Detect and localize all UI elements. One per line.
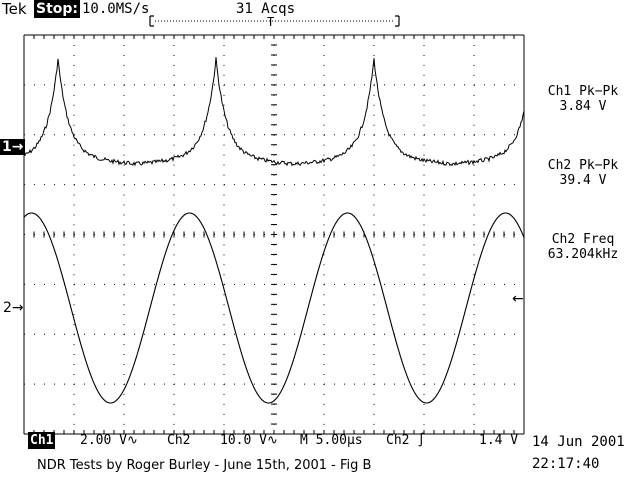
ac-coupling-icon: ∿ <box>266 433 278 448</box>
trigger-level-marker[interactable]: ← <box>512 291 524 307</box>
ch1-scale[interactable]: 2.00 V∿ <box>80 432 138 449</box>
acquisition-count: 31 Acqs <box>236 1 296 17</box>
ch1-tag[interactable]: Ch1 <box>28 432 56 449</box>
time-stamp: 22:17:40 <box>532 456 600 472</box>
brand-label: Tek <box>2 0 27 18</box>
trigger-source-value: Ch2 <box>386 433 410 448</box>
top-status-bar: Tek Stop: 10.0MS/s 31 Acqs <box>0 0 640 20</box>
ch1-marker-label: 1 <box>2 139 12 155</box>
ch2-freq-readout: Ch2 Freq 63.204kHz <box>528 232 638 262</box>
measurement-label: Ch2 Pk−Pk <box>547 158 619 173</box>
ch1-ground-marker[interactable]: 1→ <box>0 139 26 155</box>
measurement-value: 63.204kHz <box>547 247 619 262</box>
ch1-scale-value: 2.00 V <box>80 433 127 448</box>
rising-edge-icon: ∫ <box>417 433 426 448</box>
ch2-tag[interactable]: Ch2 <box>167 433 191 448</box>
ch1-pkpk-readout: Ch1 Pk−Pk 3.84 V <box>528 84 638 114</box>
ch2-scale-value: 10.0 V <box>220 433 267 448</box>
graticule-grid <box>23 34 525 435</box>
right-arrow-icon: → <box>11 139 24 155</box>
measurement-value: 3.84 V <box>559 99 607 114</box>
left-arrow-icon: ← <box>512 291 524 307</box>
right-arrow-icon: → <box>11 300 24 316</box>
ch2-scale[interactable]: 10.0 V∿ <box>220 432 278 449</box>
ch1-waveform <box>23 57 525 167</box>
ch2-ground-marker[interactable]: 2→ <box>3 300 24 316</box>
measurement-label: Ch1 Pk−Pk <box>547 84 619 99</box>
date-stamp: 14 Jun 2001 <box>532 434 625 450</box>
measurement-value: 39.4 V <box>559 173 607 188</box>
measurement-label: Ch2 Freq <box>551 232 615 247</box>
ch2-marker-label: 2 <box>3 300 12 316</box>
ch2-waveform <box>23 212 525 404</box>
sample-rate: 10.0MS/s <box>82 1 150 17</box>
trigger-position-marker: T <box>267 15 274 29</box>
record-bracket: T <box>149 15 400 29</box>
figure-caption: NDR Tests by Roger Burley - June 15th, 2… <box>37 458 372 473</box>
ac-coupling-icon: ∿ <box>126 433 138 448</box>
run-state-badge: Stop: <box>34 0 81 18</box>
channel-status-bar: Ch1 2.00 V∿ Ch2 10.0 V∿ M 5.00µs Ch2 ∫ 1… <box>28 432 524 449</box>
trigger-level[interactable]: 1.4 V <box>479 433 519 448</box>
timebase[interactable]: M 5.00µs <box>300 433 363 448</box>
ch2-pkpk-readout: Ch2 Pk−Pk 39.4 V <box>528 158 638 188</box>
trigger-source[interactable]: Ch2 ∫ <box>386 432 425 449</box>
